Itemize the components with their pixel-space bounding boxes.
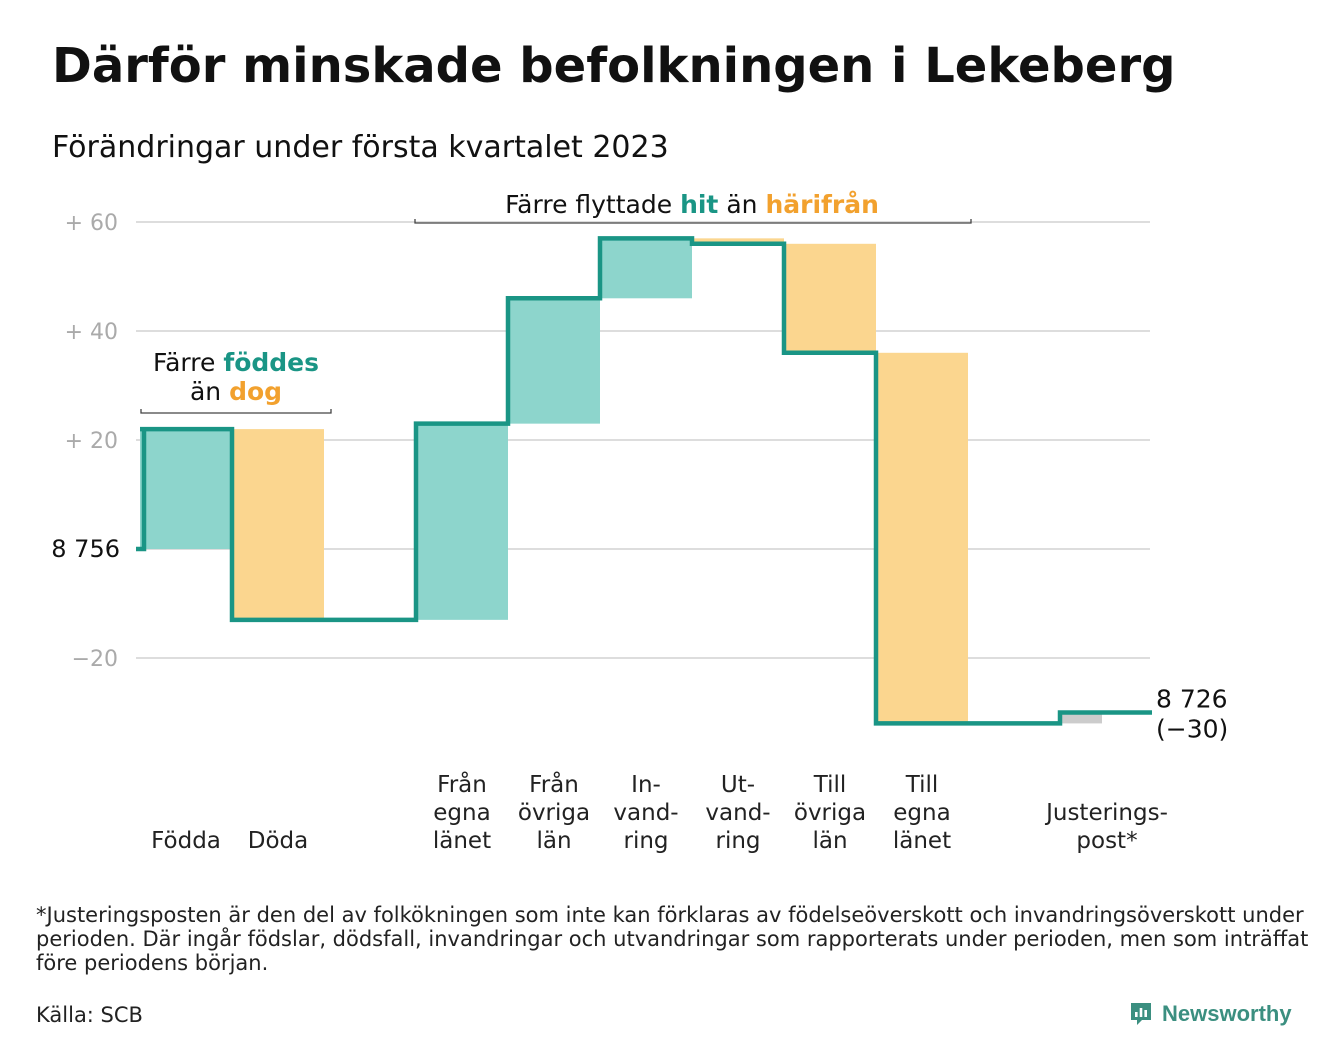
end-value-label: 8 726 [1156, 685, 1228, 714]
source-note: Källa: SCB [36, 1003, 143, 1027]
y-tick-label: + 20 [65, 429, 118, 454]
bar-outflow [692, 238, 784, 244]
category-label: ring [715, 828, 760, 854]
category-label: Till [813, 772, 847, 798]
category-label: vand- [613, 800, 678, 826]
annotation-births-bracket [140, 409, 332, 414]
brand-logo: Newsworthy [1128, 998, 1292, 1030]
bar-inflow [140, 429, 232, 549]
bar-inflow [508, 298, 600, 424]
brand-name: Newsworthy [1162, 1001, 1292, 1026]
footnote: *Justeringsposten är den del av folkökni… [36, 903, 1309, 975]
newsworthy-logo-icon [1131, 1003, 1151, 1025]
cumulative-step-line [136, 236, 1152, 726]
category-label: In- [631, 772, 661, 798]
category-label: län [812, 828, 847, 854]
category-label: post* [1076, 828, 1137, 854]
category-label: län [536, 828, 571, 854]
annotation-moves-bracket [414, 219, 972, 224]
start-value-label: 8 756 [51, 535, 120, 563]
bar-adjustment [1062, 712, 1102, 724]
category-label: Döda [248, 828, 308, 854]
annotation-births-line2: än dog [190, 377, 282, 406]
chart-subtitle: Förändringar under första kvartalet 2023 [52, 130, 669, 165]
category-label: Till [905, 772, 939, 798]
category-label: Födda [151, 828, 221, 854]
category-label: Från [437, 770, 487, 798]
bar-inflow [416, 423, 508, 620]
bar-outflow [784, 243, 876, 353]
annotation-births-line1: Färre föddes [153, 348, 319, 377]
chart-title: Därför minskade befolkningen i Lekeberg [52, 38, 1176, 94]
category-label: ring [623, 828, 668, 854]
category-label: vand- [705, 800, 770, 826]
category-label: Justerings- [1044, 800, 1168, 826]
bar-outflow [232, 429, 324, 620]
category-label: Ut- [721, 772, 755, 798]
end-change-label: (−30) [1156, 715, 1228, 744]
category-label: övriga [794, 800, 866, 826]
annotation-moves-label: Färre flyttade hit än härifrån [505, 190, 879, 219]
bar-inflow [600, 238, 692, 299]
category-label: övriga [518, 800, 590, 826]
category-label: egna [433, 800, 490, 826]
y-tick-label: + 60 [65, 211, 118, 236]
y-tick-label: −20 [72, 647, 118, 672]
category-label: länet [893, 828, 951, 854]
category-label: Från [529, 770, 579, 798]
category-label: egna [893, 800, 950, 826]
category-label: länet [433, 828, 491, 854]
bar-outflow [876, 352, 968, 724]
y-tick-label: + 40 [65, 320, 118, 345]
